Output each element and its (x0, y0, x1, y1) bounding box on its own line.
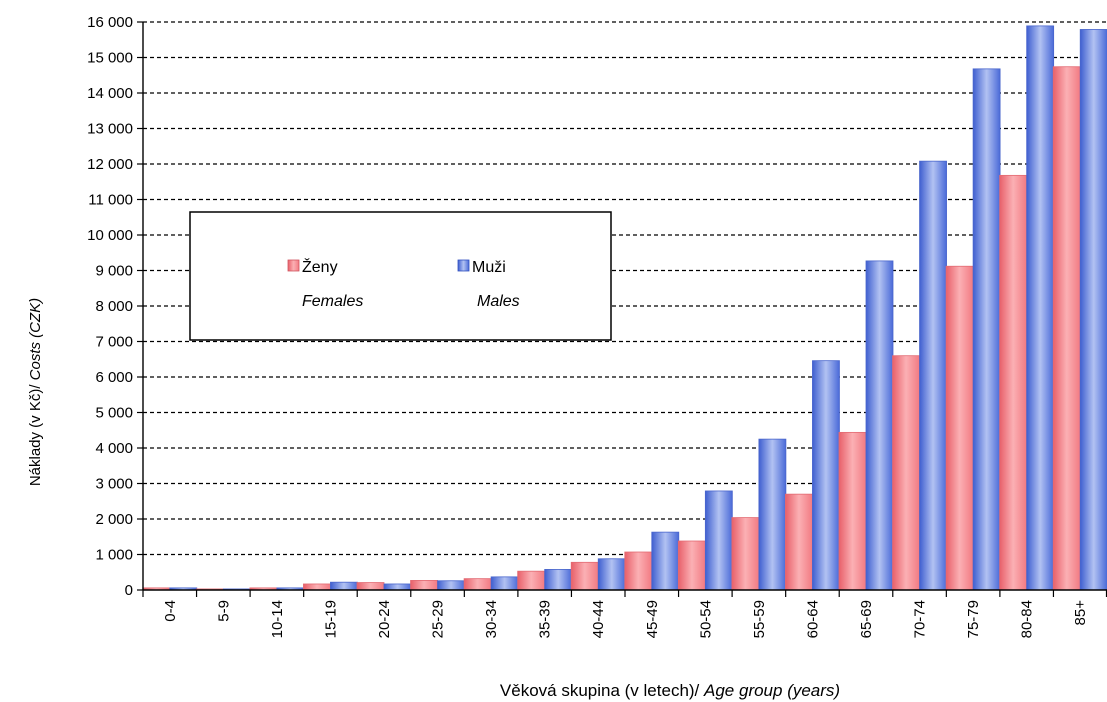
x-tick-label: 45-49 (644, 600, 661, 638)
legend-swatch-females (287, 259, 300, 272)
bar-males (1079, 29, 1107, 591)
y-tick-label: 5 000 (95, 405, 133, 422)
bar-females (624, 551, 653, 591)
bar-females (463, 578, 492, 591)
x-tick-label: 40-44 (590, 600, 607, 638)
y-tick-label: 6 000 (95, 369, 133, 386)
y-tick-label: 0 (125, 582, 133, 599)
y-tick-label: 1 000 (95, 547, 133, 564)
x-tick-label: 50-54 (697, 600, 714, 638)
legend-sublabel-males: Males (477, 293, 520, 310)
y-tick-label: 9 000 (95, 263, 133, 280)
x-axis-title-italic: Age group (years) (703, 681, 840, 700)
bar-males (651, 531, 680, 591)
axes: 0 1 000 2 000 3 000 4 000 5 000 6 000 7 000 8 00… (87, 14, 1107, 638)
bar-males (758, 438, 787, 591)
y-tick-label: 16 000 (87, 14, 133, 31)
y-tick-label: 2 000 (95, 511, 133, 528)
y-tick-label: 10 000 (87, 227, 133, 244)
legend-box (189, 211, 612, 341)
bar-females (517, 570, 546, 591)
y-tick-label: 4 000 (95, 440, 133, 457)
y-tick-label: 14 000 (87, 85, 133, 102)
bar-females (892, 355, 920, 591)
x-tick-label: 60-64 (804, 600, 821, 638)
bar-males (1026, 25, 1055, 591)
x-tick-label: 75-79 (965, 600, 982, 638)
legend: Ženy Females Muži Males (189, 211, 612, 341)
bar-females (945, 265, 974, 591)
x-tick-label: 70-74 (912, 600, 929, 638)
x-tick-label: 0-4 (162, 600, 179, 622)
x-tick-label: 80-84 (1019, 600, 1036, 638)
bar-males (704, 490, 733, 591)
bar-males (330, 581, 358, 591)
bar-males (383, 583, 412, 591)
bar-females (303, 583, 331, 591)
bar-females (570, 561, 599, 591)
x-tick-label: 30-34 (483, 600, 500, 638)
bar-males (865, 260, 894, 591)
y-tick-label: 15 000 (87, 50, 133, 67)
x-tick-label: 10-14 (269, 600, 286, 638)
bar-males (972, 68, 1001, 591)
x-tick-label: 55-59 (751, 600, 768, 638)
bar-females (356, 582, 385, 591)
bar-males (437, 580, 465, 591)
legend-label-females: Ženy (302, 257, 338, 276)
y-axis-title-main: Náklady (v Kč)/ (27, 380, 44, 486)
bar-females (1052, 66, 1081, 591)
y-tick-label: 8 000 (95, 298, 133, 315)
x-axis-title: Věková skupina (v letech)/ Age group (ye… (500, 681, 840, 700)
y-tick-label: 3 000 (95, 476, 133, 493)
legend-sublabel-females: Females (302, 293, 363, 310)
legend-label-males: Muži (472, 259, 506, 276)
bar-females (731, 517, 760, 591)
bar-males (919, 160, 947, 591)
x-tick-label: 65-69 (858, 600, 875, 638)
x-axis-title-main: Věková skupina (v letech)/ (500, 681, 704, 700)
y-tick-label: 13 000 (87, 121, 133, 138)
y-axis-title: Náklady (v Kč)/ Costs (CZK) (27, 298, 44, 486)
bar-males (812, 360, 840, 591)
bars (142, 25, 1107, 591)
bar-females (785, 493, 813, 591)
bar-females (999, 174, 1028, 591)
bar-males (597, 558, 626, 591)
legend-swatch-males (457, 259, 470, 272)
x-tick-label: 15-19 (322, 600, 339, 638)
x-tick-label: 25-29 (430, 600, 447, 638)
x-tick-label: 20-24 (376, 600, 393, 638)
x-tick-label: 5-9 (215, 600, 232, 622)
bar-females (838, 431, 867, 591)
x-tick-label: 35-39 (537, 600, 554, 638)
bar-females (410, 580, 438, 591)
x-tick-label: 85+ (1072, 600, 1089, 626)
bar-males (490, 576, 519, 591)
y-tick-label: 12 000 (87, 156, 133, 173)
bar-males (544, 569, 573, 591)
y-tick-label: 7 000 (95, 334, 133, 351)
y-tick-label: 11 000 (88, 192, 133, 209)
y-axis-title-italic: Costs (CZK) (27, 298, 44, 381)
bar-females (677, 540, 706, 591)
